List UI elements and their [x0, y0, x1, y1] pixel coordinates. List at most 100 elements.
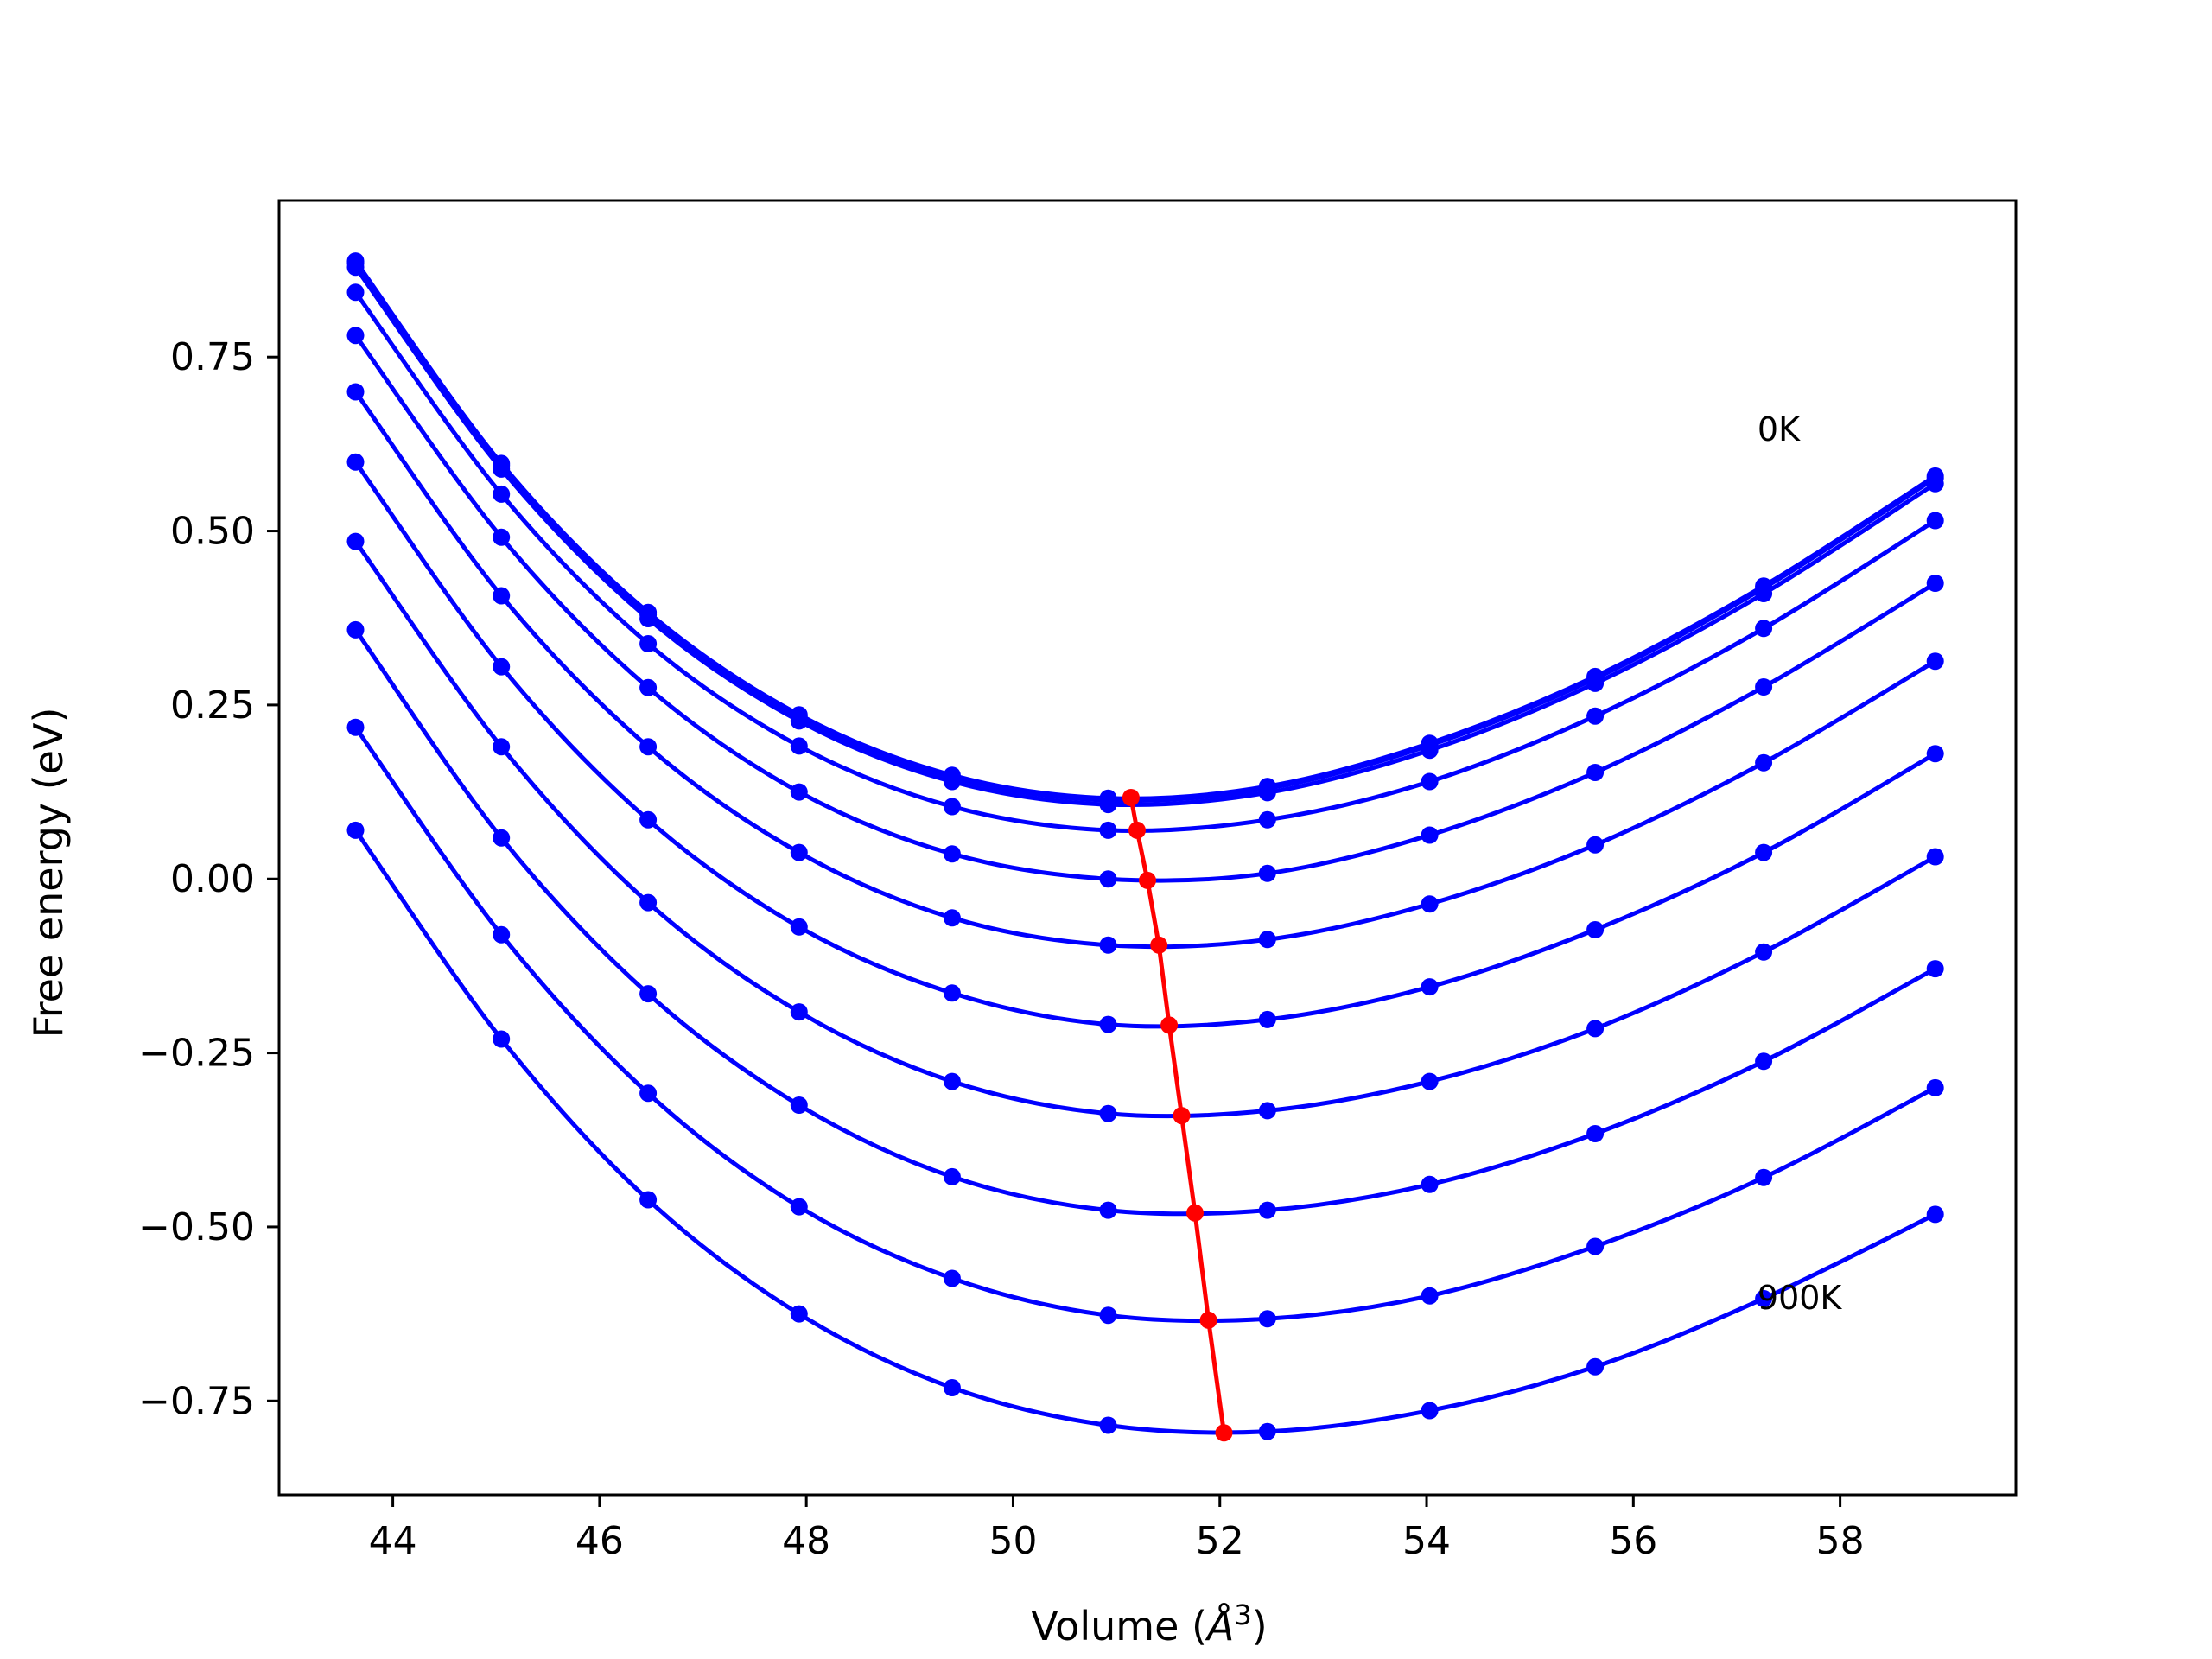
- x-axis-ticks: 44 46 48 50 52 54 56 58: [369, 1495, 1865, 1563]
- annotation-1: 900K: [1758, 1279, 1843, 1317]
- series-4-point-10: [1926, 575, 1944, 592]
- series-4-point-1: [493, 528, 511, 546]
- series-4-point-2: [639, 678, 658, 696]
- series-2-point-9: [1755, 585, 1773, 602]
- y-tick-label-4: −0.25: [138, 1032, 255, 1076]
- series-4-point-5: [1099, 870, 1117, 888]
- x-tick-label-3: 50: [988, 1519, 1037, 1563]
- x-axis-label: Volume (Å3): [1031, 1599, 1267, 1649]
- series-9-point-6: [1258, 1310, 1276, 1328]
- series-6-point-7: [1421, 978, 1439, 996]
- series-9-point-2: [639, 1084, 658, 1103]
- series-5-point-6: [1258, 931, 1276, 949]
- series-4-point-8: [1586, 764, 1605, 781]
- x-tick-label-2: 48: [782, 1519, 830, 1563]
- series-5-point-7: [1421, 895, 1439, 913]
- minimum-point-2: [1139, 871, 1156, 889]
- series-7-point-0: [346, 532, 365, 550]
- series-10-point-5: [1099, 1416, 1117, 1434]
- series-9-point-4: [943, 1269, 961, 1287]
- annotation-0: 0K: [1758, 410, 1801, 448]
- series-10-point-8: [1586, 1357, 1605, 1376]
- series-10-point-4: [943, 1379, 961, 1396]
- series-2-point-4: [943, 772, 961, 791]
- series-8-point-8: [1586, 1125, 1605, 1142]
- y-tick-label-2: 0.25: [170, 683, 255, 728]
- series-2-point-3: [790, 712, 808, 730]
- minimum-point-1: [1128, 821, 1146, 839]
- series-3-point-5: [1099, 821, 1117, 839]
- series-2-point-6: [1258, 784, 1276, 802]
- series-2-point-2: [639, 610, 658, 627]
- series-4-point-9: [1755, 678, 1773, 696]
- series-7-point-10: [1926, 848, 1944, 866]
- series-7-point-1: [493, 738, 511, 756]
- series-8-point-7: [1421, 1175, 1439, 1193]
- series-5-point-10: [1926, 652, 1944, 671]
- series-7-point-7: [1421, 1072, 1439, 1090]
- series-8-point-6: [1258, 1201, 1276, 1219]
- series-9-point-0: [346, 718, 365, 736]
- series-5-point-5: [1099, 936, 1117, 954]
- x-tick-label-4: 52: [1196, 1519, 1244, 1563]
- series-9-point-3: [790, 1198, 808, 1216]
- series-5-point-4: [943, 909, 961, 927]
- x-tick-label-7: 58: [1816, 1519, 1865, 1563]
- series-3-point-10: [1926, 512, 1944, 530]
- series-10-point-10: [1926, 1205, 1944, 1224]
- series-3-point-4: [943, 798, 961, 816]
- y-tick-label-6: −0.75: [138, 1379, 255, 1423]
- series-7-point-6: [1258, 1102, 1276, 1120]
- series-5-point-3: [790, 843, 808, 861]
- series-10-point-0: [346, 821, 365, 839]
- minimum-point-5: [1173, 1107, 1191, 1125]
- series-10-point-9: [1755, 1289, 1773, 1307]
- series-2-point-7: [1421, 741, 1439, 760]
- series-5-point-1: [493, 587, 511, 605]
- minima-layer: [1122, 789, 1233, 1442]
- series-9-point-8: [1586, 1237, 1605, 1255]
- series-6-point-2: [639, 810, 658, 829]
- series-10-point-1: [493, 1030, 511, 1048]
- series-4-point-3: [790, 783, 808, 801]
- series-9-point-7: [1421, 1287, 1439, 1305]
- minimum-point-4: [1160, 1016, 1179, 1034]
- x-tick-label-1: 46: [575, 1519, 624, 1563]
- series-10-point-6: [1258, 1422, 1276, 1440]
- minimum-point-3: [1150, 936, 1168, 954]
- series-6-point-1: [493, 658, 511, 676]
- series-9-point-9: [1755, 1168, 1773, 1186]
- x-tick-label-5: 54: [1402, 1519, 1451, 1563]
- series-4-point-0: [346, 327, 365, 345]
- series-7-point-4: [943, 1072, 961, 1090]
- series-5-point-2: [639, 738, 658, 756]
- series-line-9: [353, 726, 1936, 1324]
- series-4-point-7: [1421, 826, 1439, 844]
- series-4-point-4: [943, 845, 961, 863]
- series-line-10: [353, 829, 1936, 1435]
- series-7-point-2: [639, 893, 658, 912]
- series-9-point-5: [1099, 1306, 1117, 1325]
- series-8-point-4: [943, 1167, 961, 1185]
- series-8-point-0: [346, 620, 365, 639]
- series-6-point-0: [346, 453, 365, 471]
- series-3-point-2: [639, 635, 658, 652]
- minimum-point-0: [1122, 789, 1140, 806]
- series-5-point-0: [346, 383, 365, 401]
- y-tick-label-3: 0.00: [170, 857, 255, 901]
- y-tick-label-5: −0.50: [138, 1205, 255, 1249]
- x-tick-label-6: 56: [1609, 1519, 1657, 1563]
- series-10-point-7: [1421, 1402, 1439, 1420]
- series-5-point-9: [1755, 753, 1773, 772]
- plot-frame: [277, 199, 2018, 1497]
- series-6-point-4: [943, 984, 961, 1002]
- series-8-point-3: [790, 1096, 808, 1114]
- y-axis-label: Free energy (eV): [25, 708, 72, 1039]
- series-line-8: [353, 628, 1936, 1217]
- series-2-point-1: [493, 460, 511, 478]
- series-7-point-3: [790, 1003, 808, 1021]
- x-tick-label-0: 44: [369, 1519, 417, 1563]
- series-2-point-8: [1586, 674, 1605, 692]
- series-7-point-5: [1099, 1104, 1117, 1122]
